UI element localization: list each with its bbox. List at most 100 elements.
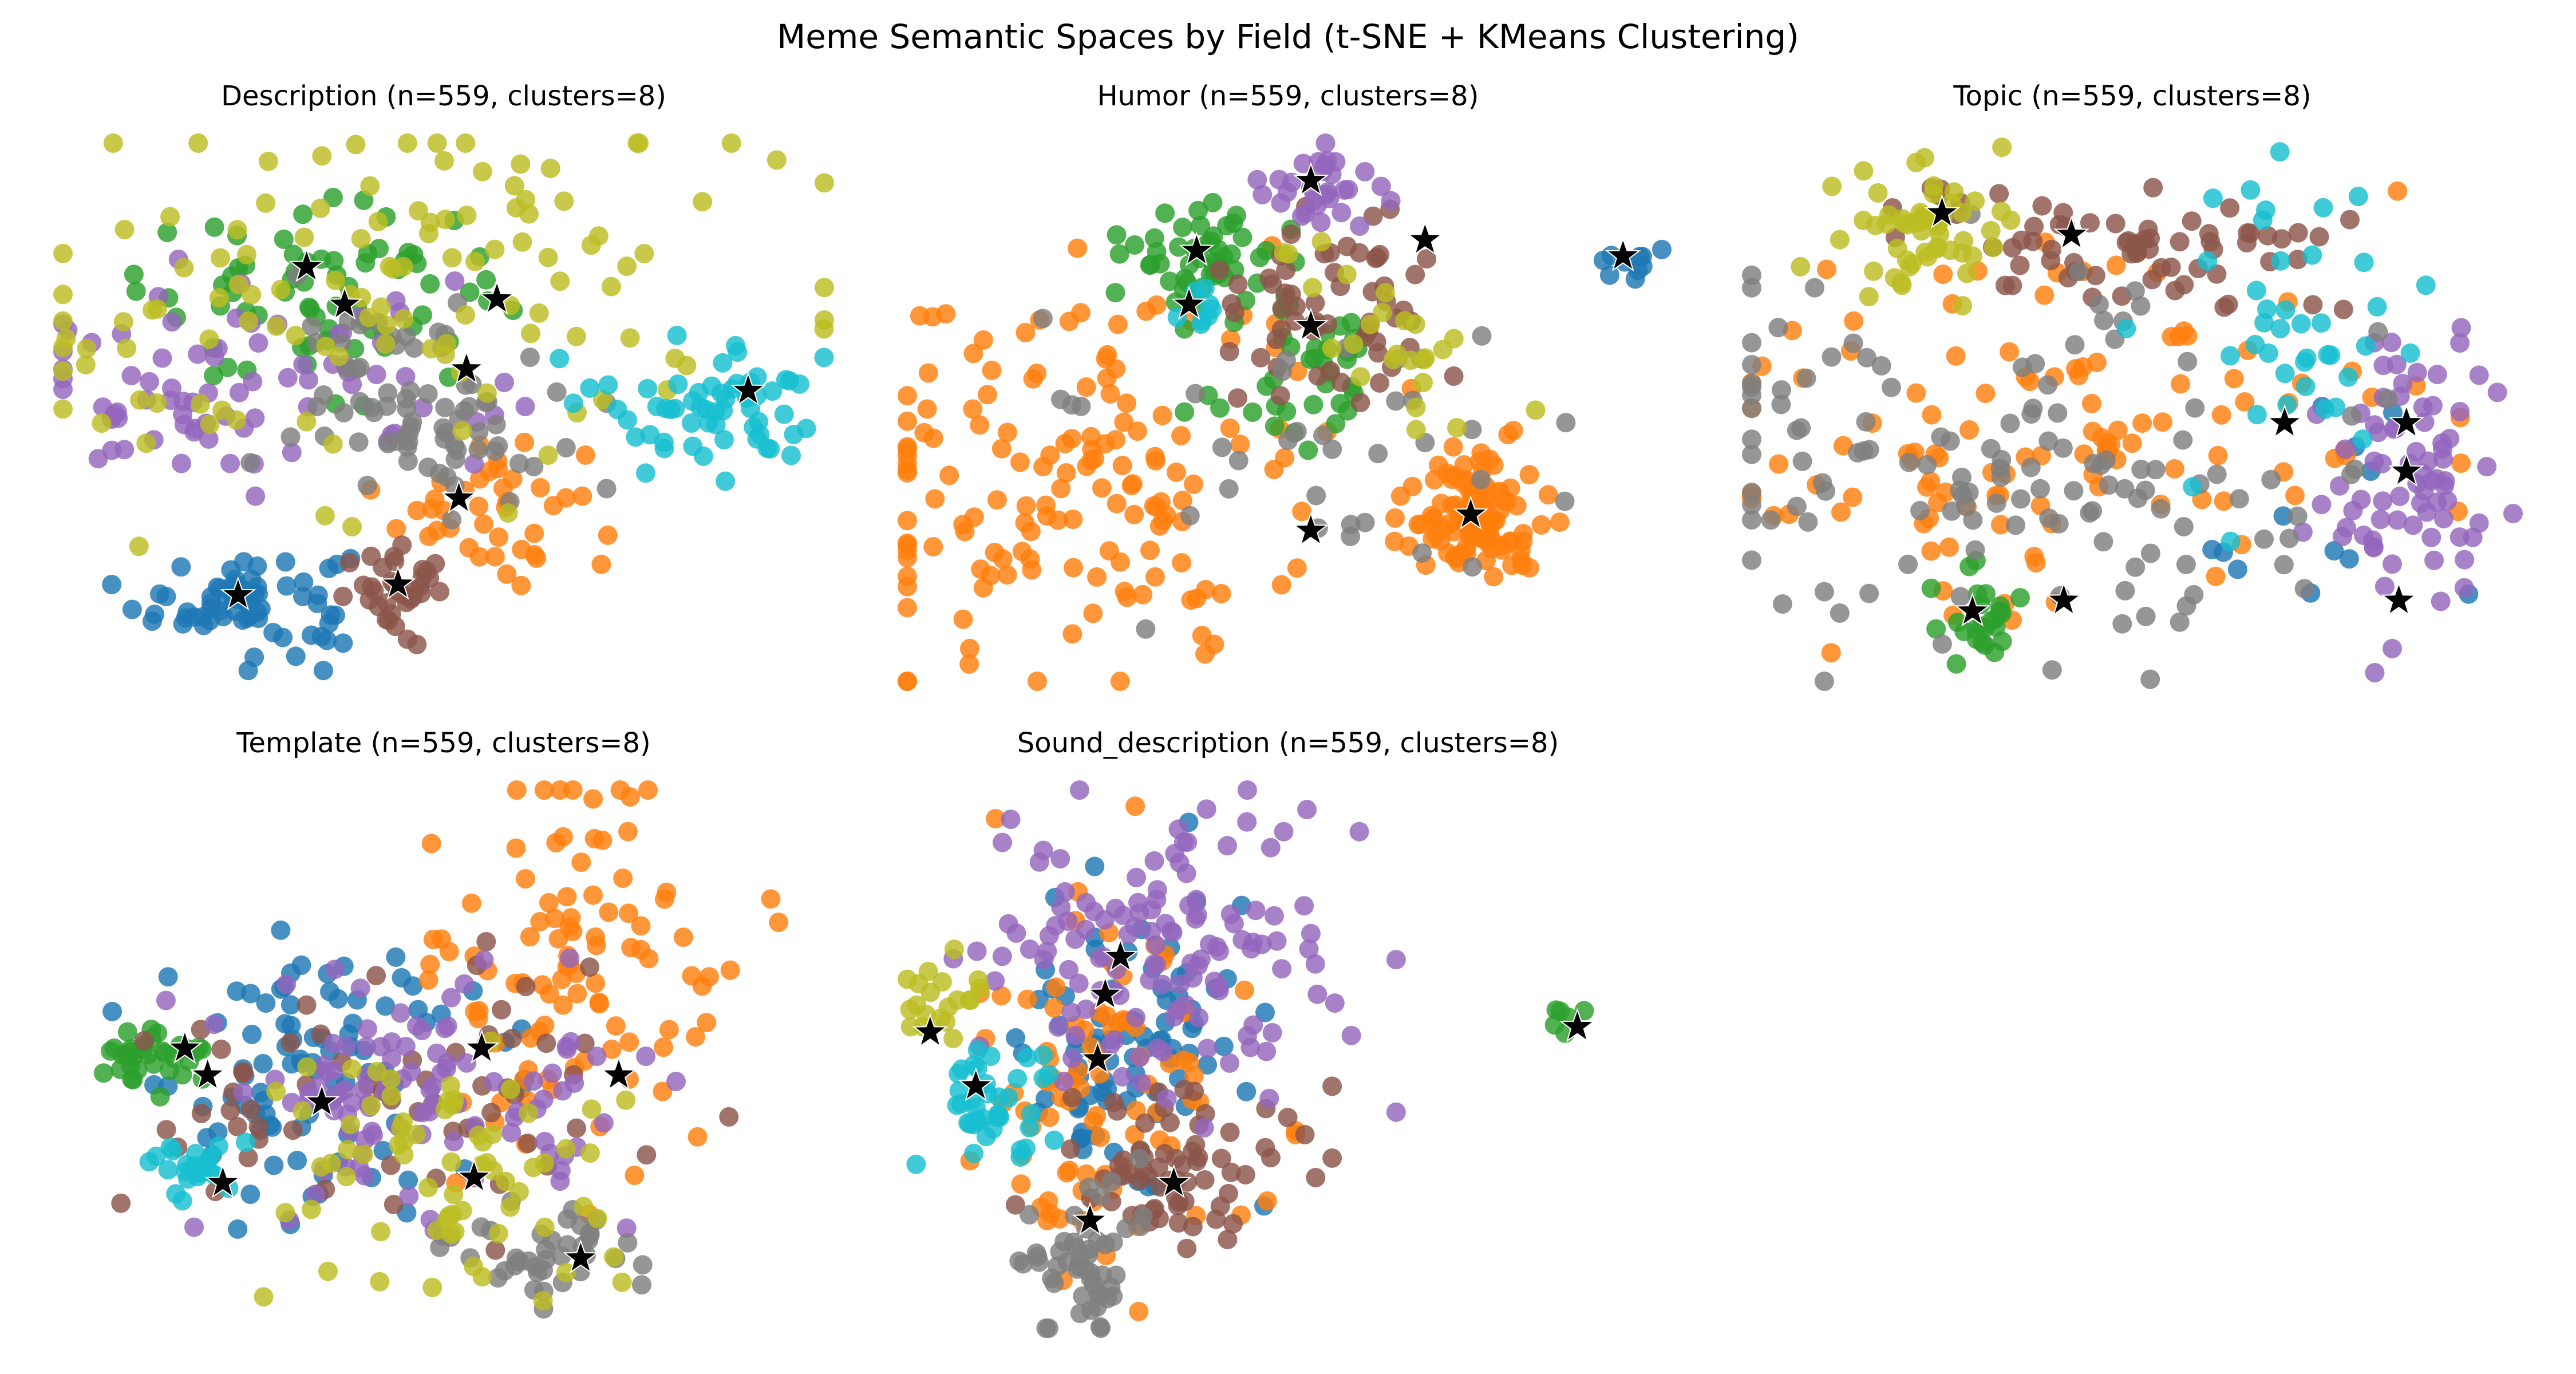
- scatter-point-cluster-6: [342, 1059, 362, 1079]
- scatter-point-cluster-1: [1166, 462, 1186, 482]
- scatter-point-cluster-3: [1320, 361, 1340, 381]
- scatter-point-cluster-4: [1100, 1035, 1120, 1055]
- scatter-point-cluster-5: [2378, 389, 2397, 409]
- scatter-point-cluster-4: [172, 453, 191, 473]
- scatter-point-cluster-6: [1984, 238, 2004, 258]
- scatter-point-cluster-4: [1140, 970, 1160, 990]
- scatter-point-cluster-2: [1985, 642, 2005, 662]
- scatter-point-cluster-1: [619, 1032, 639, 1052]
- scatter-point-cluster-7: [2356, 336, 2376, 356]
- scatter-point-cluster-6: [211, 248, 230, 268]
- scatter-point-cluster-1: [1110, 672, 1130, 691]
- scatter-point-cluster-4: [88, 449, 108, 469]
- scatter-point-cluster-7: [2295, 352, 2314, 372]
- scatter-point-cluster-0: [333, 633, 353, 653]
- scatter-point-cluster-1: [1503, 421, 1523, 440]
- scatter-point-cluster-3: [1174, 1080, 1194, 1100]
- scatter-point-cluster-6: [1868, 183, 1888, 203]
- scatter-point-cluster-6: [538, 445, 558, 465]
- scatter-point-cluster-5: [547, 382, 567, 402]
- scatter-point-cluster-6: [509, 1182, 529, 1202]
- scatter-point-cluster-7: [2348, 187, 2368, 207]
- scatter-point-cluster-5: [468, 440, 488, 460]
- scatter-point-cluster-3: [516, 977, 536, 997]
- scatter-point-cluster-5: [1932, 634, 1952, 654]
- scatter-point-cluster-2: [1226, 206, 1246, 226]
- scatter-point-cluster-6: [227, 220, 247, 240]
- scatter-point-cluster-5: [1771, 380, 1791, 400]
- scatter-point-cluster-7: [776, 370, 796, 390]
- scatter-point-cluster-1: [1051, 479, 1071, 499]
- scatter-point-cluster-1: [599, 902, 619, 922]
- scatter-point-cluster-5: [1859, 440, 1879, 460]
- scatter-point-cluster-6: [409, 201, 428, 221]
- scatter-point-cluster-6: [485, 239, 505, 259]
- scatter-point-cluster-6: [434, 151, 454, 171]
- scatter-point-cluster-4: [2370, 510, 2391, 530]
- centroid-star-0: [1605, 237, 1641, 272]
- scatter-point-cluster-6: [498, 503, 518, 523]
- scatter-point-cluster-7: [2255, 200, 2275, 220]
- scatter-point-cluster-4: [139, 372, 159, 392]
- scatter-point-cluster-1: [1076, 377, 1096, 397]
- scatter-point-cluster-1: [2171, 374, 2191, 394]
- scatter-point-cluster-6: [521, 323, 540, 344]
- scatter-point-cluster-4: [636, 1047, 656, 1066]
- scatter-point-cluster-0: [2339, 549, 2359, 569]
- scatter-point-cluster-5: [1219, 479, 1239, 499]
- scatter-point-cluster-4: [354, 1166, 374, 1186]
- scatter-point-cluster-0: [240, 1185, 260, 1205]
- scatter-point-cluster-7: [2275, 300, 2296, 320]
- scatter-point-cluster-5: [1742, 333, 1761, 353]
- scatter-point-cluster-4: [1046, 916, 1066, 935]
- scatter-point-cluster-5: [396, 389, 416, 409]
- scatter-point-cluster-1: [1538, 485, 1558, 505]
- scatter-point-cluster-7: [2270, 319, 2290, 338]
- scatter-point-cluster-1: [1275, 448, 1295, 468]
- centroid-star-0: [220, 576, 256, 611]
- scatter-point-cluster-0: [156, 586, 176, 606]
- scatter-point-cluster-6: [209, 288, 229, 308]
- scatter-point-cluster-4: [1069, 973, 1089, 993]
- centroid-star-3: [1407, 221, 1443, 255]
- subplot-title: Description (n=559, clusters=8): [221, 80, 666, 112]
- scatter-point-cluster-1: [516, 869, 535, 889]
- scatter-point-cluster-1: [539, 984, 559, 1004]
- scatter-point-cluster-4: [2433, 508, 2453, 528]
- scatter-point-cluster-7: [2275, 364, 2295, 384]
- scatter-point-cluster-4: [560, 949, 580, 968]
- scatter-point-cluster-7: [2311, 313, 2331, 333]
- scatter-point-cluster-5: [1805, 278, 1824, 298]
- scatter-point-cluster-4: [246, 486, 266, 506]
- scatter-point-cluster-5: [350, 392, 370, 412]
- scatter-point-cluster-4: [1129, 1047, 1149, 1067]
- scatter-point-cluster-5: [1228, 451, 1249, 471]
- scatter-point-cluster-4: [1187, 905, 1207, 925]
- scatter-point-cluster-3: [1271, 319, 1291, 339]
- scatter-point-cluster-0: [1633, 247, 1652, 267]
- scatter-point-cluster-2: [1232, 227, 1253, 247]
- scatter-point-cluster-3: [378, 610, 398, 630]
- scatter-point-cluster-6: [1372, 303, 1392, 322]
- scatter-point-cluster-4: [457, 1053, 477, 1073]
- scatter-point-cluster-3: [1195, 1104, 1215, 1124]
- scatter-point-cluster-6: [627, 133, 647, 153]
- scatter-point-cluster-1: [761, 889, 781, 909]
- scatter-point-cluster-6: [301, 1199, 321, 1219]
- scatter-point-cluster-4: [1315, 133, 1336, 153]
- scatter-point-cluster-3: [2161, 257, 2181, 277]
- scatter-point-cluster-4: [325, 1061, 344, 1081]
- scatter-point-cluster-6: [338, 1140, 358, 1160]
- scatter-point-cluster-1: [654, 889, 674, 909]
- centroid-star-1: [380, 565, 416, 600]
- scatter-point-cluster-5: [2173, 430, 2193, 450]
- scatter-point-cluster-5: [2342, 406, 2362, 426]
- scatter-point-cluster-1: [1424, 470, 1444, 490]
- scatter-point-cluster-3: [1221, 1162, 1241, 1182]
- scatter-point-cluster-3: [297, 995, 317, 1015]
- scatter-point-cluster-4: [1349, 822, 1369, 842]
- scatter-point-cluster-4: [2450, 333, 2470, 353]
- scatter-point-cluster-4: [305, 1185, 325, 1205]
- scatter-point-cluster-6: [477, 383, 497, 403]
- scatter-point-cluster-3: [1417, 249, 1437, 269]
